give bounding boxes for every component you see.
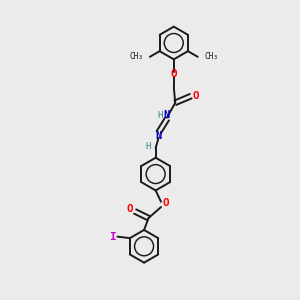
Text: CH₃: CH₃	[204, 52, 218, 61]
Text: CH₃: CH₃	[129, 52, 143, 61]
Text: O: O	[162, 198, 169, 208]
Text: I: I	[109, 232, 116, 242]
Text: N: N	[163, 110, 170, 120]
Text: O: O	[126, 204, 133, 214]
Text: N: N	[155, 131, 162, 141]
Text: O: O	[170, 69, 177, 79]
Text: O: O	[193, 91, 200, 101]
Text: H: H	[158, 111, 163, 120]
Text: H: H	[146, 142, 151, 151]
